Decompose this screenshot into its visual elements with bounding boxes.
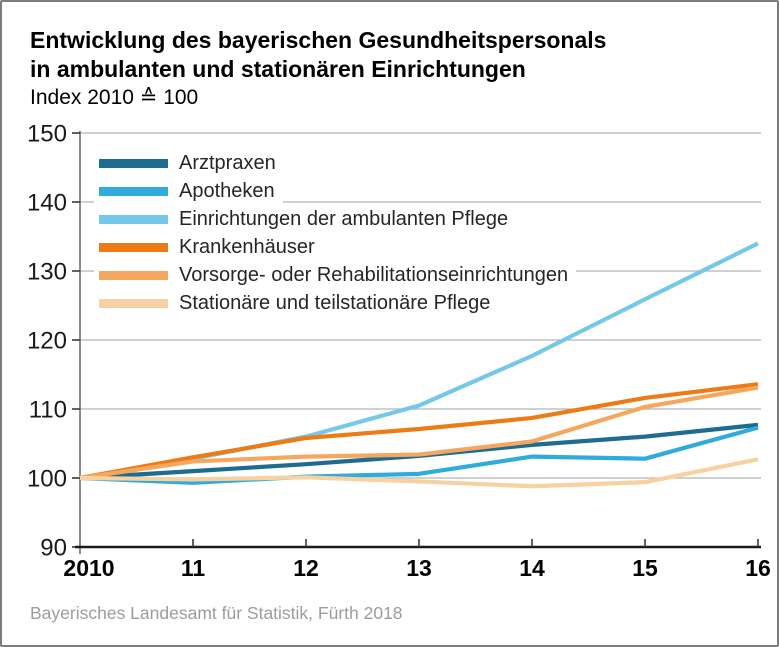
- legend: Arztpraxen Apotheken Einrichtungen der a…: [94, 149, 577, 317]
- legend-swatch: [99, 242, 168, 252]
- x-tick-label-14: 14: [519, 555, 545, 581]
- y-tick-label-130: 130: [27, 259, 67, 286]
- x-tick-label-11: 11: [181, 555, 206, 581]
- legend-swatch: [99, 186, 168, 196]
- legend-swatch: [99, 214, 168, 224]
- legend-label: Krankenhäuser: [179, 235, 315, 258]
- y-tick-label-110: 110: [29, 397, 67, 424]
- legend-label: Apotheken: [179, 179, 275, 202]
- chart-title-block: Entwicklung des bayerischen Gesundheitsp…: [30, 26, 606, 111]
- legend-swatch: [99, 270, 168, 280]
- legend-item-apotheken: Apotheken: [94, 177, 283, 205]
- series-line-vorsorge-oder-rehabilitationseinrichtungen: [79, 385, 759, 481]
- y-tick-label-90: 90: [40, 535, 67, 562]
- legend-label: Vorsorge- oder Rehabilitationseinrichtun…: [179, 263, 569, 286]
- x-tick-label-2010: 2010: [63, 555, 114, 581]
- legend-swatch: [99, 298, 168, 308]
- legend-swatch: [99, 158, 168, 168]
- series-line-arztpraxen: [79, 422, 759, 481]
- legend-item-krankenhaeuser: Krankenhäuser: [94, 233, 323, 261]
- y-tick-label-120: 120: [27, 328, 67, 355]
- series-line-stationaere-und-teilstationaere-pflege: [79, 457, 759, 489]
- source-note: Bayerisches Landesamt für Statistik, Für…: [30, 603, 403, 623]
- chart-title-line-1: Entwicklung des bayerischen Gesundheitsp…: [30, 27, 607, 53]
- series-line-krankenhaeuser: [79, 382, 759, 481]
- x-tick-label-16: 16: [745, 555, 771, 581]
- legend-item-ambulante-pflege: Einrichtungen der ambulanten Pflege: [94, 205, 517, 233]
- x-tick-label-15: 15: [632, 555, 658, 581]
- chart-subtitle-index: Index 2010 ≙ 100: [30, 86, 199, 109]
- series-line-apotheken: [79, 425, 759, 485]
- legend-label: Stationäre und teilstationäre Pflege: [179, 291, 491, 314]
- y-tick-label-100: 100: [27, 466, 67, 493]
- legend-item-arztpraxen: Arztpraxen: [94, 149, 284, 177]
- legend-item-stationaere-pflege: Stationäre und teilstationäre Pflege: [94, 289, 499, 317]
- x-tick-label-12: 12: [293, 555, 319, 581]
- legend-label: Arztpraxen: [179, 151, 276, 174]
- legend-item-vorsorge-reha: Vorsorge- oder Rehabilitationseinrichtun…: [94, 261, 577, 289]
- y-tick-label-140: 140: [27, 190, 67, 217]
- legend-label: Einrichtungen der ambulanten Pflege: [179, 207, 509, 230]
- x-tick-label-13: 13: [406, 555, 432, 581]
- chart-title-line-2: in ambulanten und stationären Einrichtun…: [30, 56, 526, 82]
- y-tick-label-150: 150: [27, 121, 67, 148]
